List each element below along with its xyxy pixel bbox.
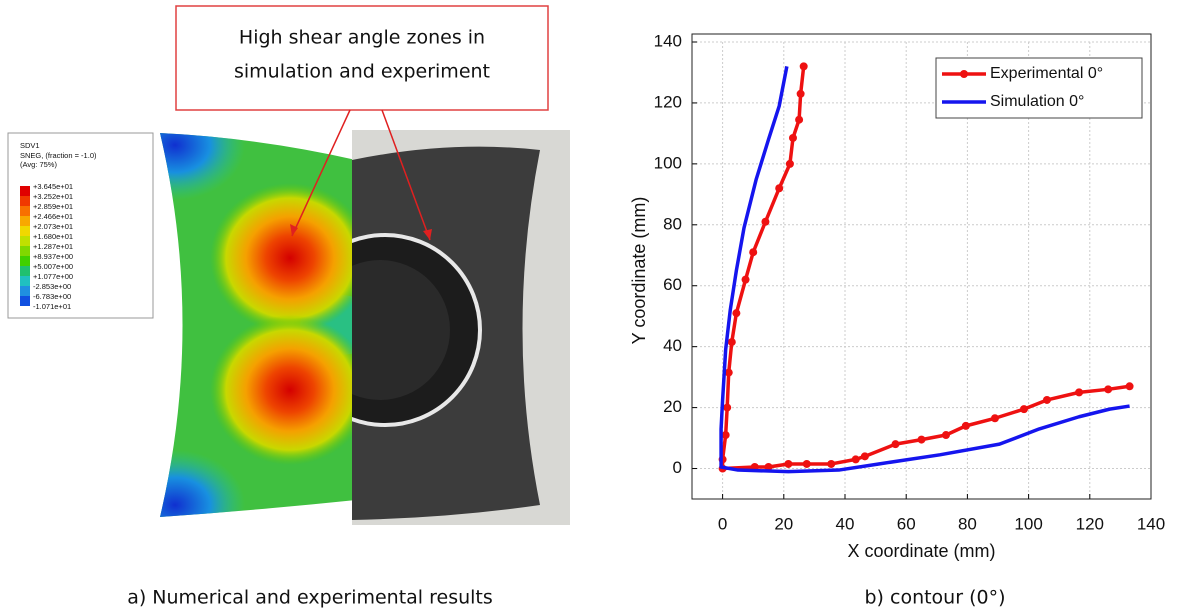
legend-marker: [960, 70, 968, 78]
contour-label: +2.466e+01: [33, 212, 73, 221]
data-point: [761, 217, 770, 226]
contour-label: +2.073e+01: [33, 222, 73, 231]
y-tick-label: 40: [663, 336, 682, 355]
contour-swatch: [20, 246, 30, 256]
contour-swatch: [20, 286, 30, 296]
data-point: [891, 440, 900, 449]
data-point: [802, 459, 811, 468]
y-tick-label: 140: [654, 31, 682, 50]
data-point: [795, 115, 804, 124]
data-point: [917, 435, 926, 444]
data-point: [799, 62, 808, 71]
legend-box: [935, 57, 1143, 119]
arrow: [381, 109, 431, 241]
contour-swatch: [20, 236, 30, 246]
contour-label: +3.645e+01: [33, 182, 73, 191]
y-tick-label: 100: [654, 153, 682, 172]
contour-label: +5.007e+00: [33, 262, 73, 271]
contour-label: +1.077e+00: [33, 272, 73, 281]
data-point: [727, 338, 736, 347]
plot-frame: [691, 33, 1152, 500]
y-axis-label: Y coordinate (mm): [629, 197, 649, 345]
x-axis-label: X coordinate (mm): [847, 541, 995, 561]
data-point: [941, 431, 950, 440]
x-tick-label: 0: [718, 514, 727, 533]
experiment-photo: [352, 130, 570, 525]
contour-swatch: [20, 196, 30, 206]
y-tick-label: 120: [654, 92, 682, 111]
caption: b) contour (0°): [864, 587, 1005, 609]
line-chart: 0 20 40 60 80 100 120 140 0 20 40 60 80 100 120 140 X co…: [629, 31, 1165, 560]
data-point: [775, 184, 784, 193]
contour-swatch: [20, 186, 30, 196]
contour-label: -1.071e+01: [33, 302, 71, 311]
arrow-head: [290, 224, 298, 236]
arrow-head: [423, 229, 432, 240]
annotation-line: simulation and experiment: [234, 61, 490, 83]
y-tick-label: 20: [663, 397, 682, 416]
data-point: [785, 159, 794, 168]
contour-swatch: [20, 226, 30, 236]
contour-swatch: [20, 216, 30, 226]
contour-subtitle: SNEG, (fraction = -1.0): [20, 151, 97, 160]
contour-label: +2.859e+01: [33, 202, 73, 211]
arrow: [291, 109, 351, 237]
y-tick-label: 80: [663, 214, 682, 233]
data-point: [796, 89, 805, 98]
x-tick-label: 80: [958, 514, 977, 533]
contour-label: +8.937e+00: [33, 252, 73, 261]
x-tick-label: 140: [1137, 514, 1165, 533]
data-point: [784, 459, 793, 468]
contour-swatch: [20, 256, 30, 266]
data-point: [1104, 385, 1113, 394]
contour-legend-box: [7, 132, 154, 319]
contour-swatch: [20, 206, 30, 216]
contour-label: +3.252e+01: [33, 192, 73, 201]
data-point: [961, 421, 970, 430]
caption: a) Numerical and experimental results: [127, 587, 493, 609]
series-line: [719, 66, 1130, 474]
annotation-box: [175, 5, 549, 111]
data-point: [860, 452, 869, 461]
x-tick-label: 120: [1076, 514, 1104, 533]
contour-subtitle: (Avg: 75%): [20, 160, 57, 169]
data-point: [721, 431, 730, 440]
x-tick-label: 40: [836, 514, 855, 533]
contour-title: SDV1: [20, 141, 40, 150]
data-point: [723, 403, 732, 412]
contour-swatch: [20, 296, 30, 306]
data-point: [1042, 395, 1051, 404]
data-point: [764, 463, 773, 472]
simulation-contour: [160, 133, 356, 517]
data-point: [741, 275, 750, 284]
contour-label: -2.853e+00: [33, 282, 71, 291]
data-point: [749, 248, 758, 257]
data-point: [990, 414, 999, 423]
data-point: [732, 309, 741, 318]
x-tick-label: 20: [774, 514, 793, 533]
contour-label: +1.287e+01: [33, 242, 73, 251]
contour-label: +1.680e+01: [33, 232, 73, 241]
contour-label: -6.783e+00: [33, 292, 71, 301]
data-point: [827, 459, 836, 468]
data-point: [788, 133, 797, 142]
data-point: [1020, 405, 1029, 414]
data-point: [851, 455, 860, 464]
y-tick-label: 0: [673, 458, 682, 477]
legend-label: Simulation 0°: [990, 93, 1084, 110]
x-tick-label: 100: [1014, 514, 1042, 533]
legend-label: Experimental 0°: [990, 65, 1103, 82]
data-point: [724, 368, 733, 377]
data-point: [1125, 382, 1134, 391]
contour-swatch: [20, 266, 30, 276]
y-tick-label: 60: [663, 275, 682, 294]
contour-swatch: [20, 276, 30, 286]
annotation-line: High shear angle zones in: [239, 27, 485, 49]
data-point: [1075, 388, 1084, 397]
x-tick-label: 60: [897, 514, 916, 533]
